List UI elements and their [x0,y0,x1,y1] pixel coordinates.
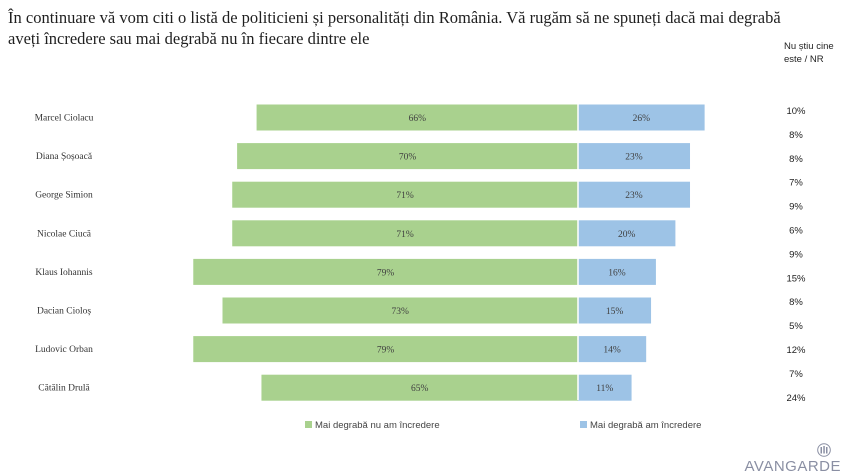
legend-label-distrust: Mai degrabă nu am încredere [315,420,440,431]
nr-value-label: 10% [786,106,806,117]
brand-logo: AVANGARDE [733,443,841,475]
distrust-bar [232,220,579,247]
category-label: Diana Șoșoacă [36,152,93,162]
legend-label-trust: Mai degrabă am încredere [590,420,701,431]
nr-value-label: 9% [789,249,803,260]
trust-bar [578,258,656,285]
legend-swatch-distrust [305,421,312,428]
trust-value-label: 26% [633,114,651,124]
distrust-value-label: 73% [392,307,410,317]
distrust-bar [261,374,578,401]
legend-swatch-trust [580,421,587,428]
trust-bar [578,297,652,324]
category-label: Cătălin Drulă [38,384,90,394]
trust-value-label: 23% [625,191,643,201]
brand-name: AVANGARDE [744,458,841,475]
columns-logo-icon [817,443,831,457]
nr-value-label: 6% [789,226,803,237]
nr-column-header: Nu știu cine este / NR [784,41,834,65]
distrust-value-label: 70% [399,153,417,163]
trust-value-label: 11% [596,384,613,394]
trust-bar [578,181,691,208]
category-label: Marcel Ciolacu [35,114,94,124]
nr-value-label: 15% [786,273,806,284]
distrust-bar [193,258,578,285]
trust-bar [578,374,632,401]
distrust-bar [256,104,578,131]
nr-value-label: 7% [789,178,803,189]
trust-value-label: 23% [625,153,643,163]
distrust-bar [193,336,578,363]
category-label: Ludovic Orban [35,345,93,355]
distrust-value-label: 79% [377,268,395,278]
category-label: George Simion [35,191,93,201]
trust-bar [578,104,705,131]
category-label: Nicolae Ciucă [37,229,92,239]
trust-bar [578,220,676,247]
distrust-value-label: 71% [396,191,414,201]
category-label: Dacian Cioloș [37,307,91,317]
distrust-value-label: 79% [377,346,395,356]
distrust-value-label: 66% [409,114,427,124]
trust-value-label: 15% [606,307,624,317]
distrust-bar [222,297,579,324]
nr-value-label: 12% [786,345,806,356]
nr-value-label: 24% [786,393,806,404]
nr-value-label: 8% [789,154,803,165]
category-label: Klaus Iohannis [35,268,93,278]
nr-value-label: 7% [789,369,803,380]
distrust-bar [237,143,578,170]
chart-title: În continuare vă vom citi o listă de pol… [8,8,781,48]
nr-value-label: 8% [789,130,803,141]
distrust-value-label: 71% [396,230,414,240]
trust-bar [578,336,647,363]
trust-value-label: 16% [608,268,626,278]
distrust-bar [232,181,579,208]
trust-value-label: 20% [618,230,636,240]
distrust-value-label: 65% [411,384,429,394]
nr-value-label: 9% [789,202,803,213]
trust-bar [578,143,691,170]
nr-value-label: 5% [789,321,803,332]
nr-value-label: 8% [789,297,803,308]
trust-value-label: 14% [603,346,621,356]
